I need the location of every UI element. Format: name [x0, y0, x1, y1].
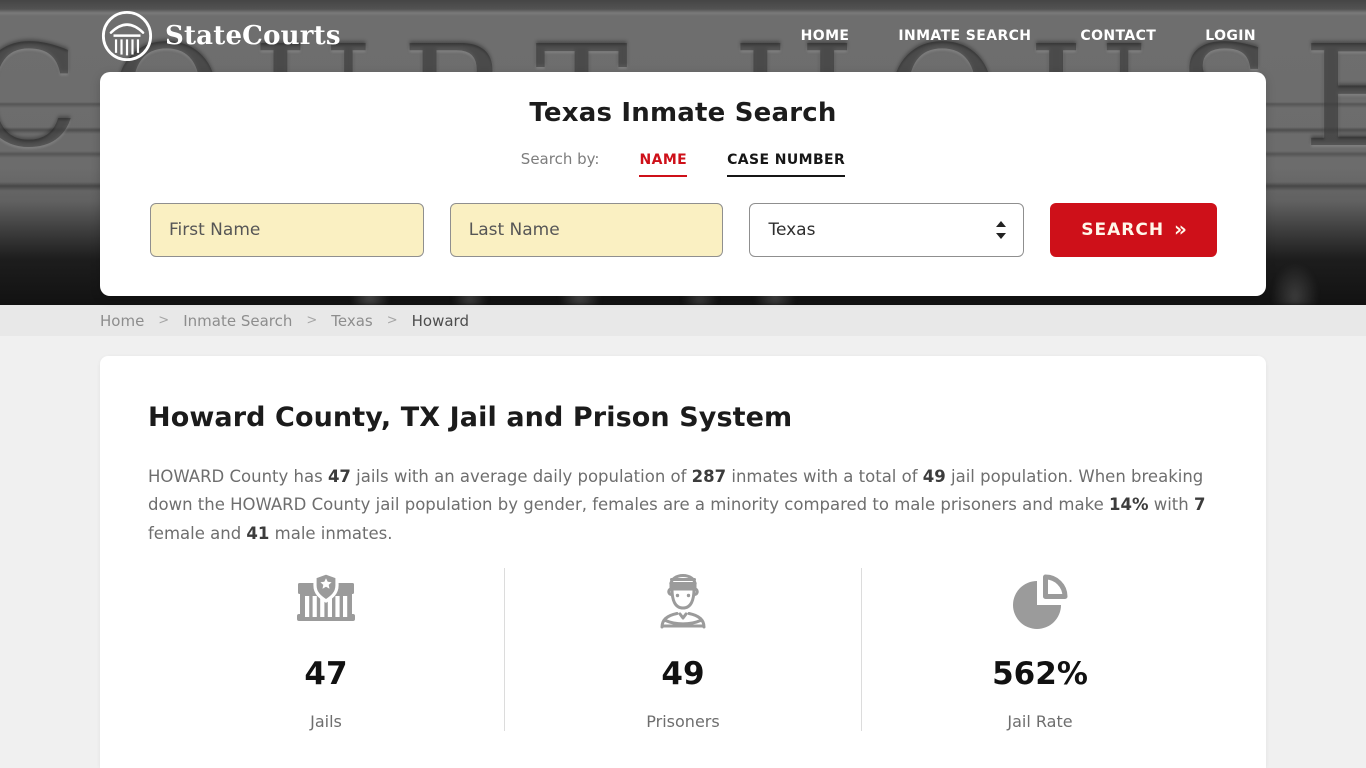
para-text: jails with an average daily population o…: [350, 467, 692, 486]
courthouse-logo-icon: [101, 10, 153, 62]
female-percent-inline: 14%: [1108, 495, 1149, 515]
jail-rate-value: 562%: [992, 656, 1088, 693]
inmate-search-card: Texas Inmate Search Search by: NAME CASE…: [100, 72, 1266, 296]
prisoner-icon: [660, 574, 706, 629]
nav-contact[interactable]: CONTACT: [1080, 28, 1157, 44]
state-select[interactable]: Texas: [749, 203, 1025, 257]
pie-chart-icon: [1013, 574, 1068, 630]
nav-login[interactable]: LOGIN: [1205, 28, 1256, 44]
jail-building-icon: [297, 571, 355, 622]
county-info-card: Howard County, TX Jail and Prison System…: [100, 356, 1266, 768]
state-select-value: Texas: [768, 220, 816, 240]
search-by-row: Search by: NAME CASE NUMBER: [100, 150, 1266, 177]
search-button-label: SEARCH: [1081, 220, 1165, 240]
search-by-label: Search by:: [520, 150, 600, 168]
search-button[interactable]: SEARCH »: [1050, 203, 1218, 257]
breadcrumb-current-howard: Howard: [411, 311, 469, 330]
male-count-inline: 41: [246, 523, 270, 543]
jails-label: Jails: [310, 712, 342, 732]
tab-case-number[interactable]: CASE NUMBER: [727, 152, 846, 177]
page-title: Howard County, TX Jail and Prison System: [148, 402, 793, 433]
nav-home[interactable]: HOME: [800, 28, 850, 44]
stat-prisoners: 49 Prisoners: [504, 568, 861, 732]
nav-inmate-search[interactable]: INMATE SEARCH: [898, 28, 1032, 44]
daily-population-inline: 287: [691, 467, 727, 486]
jail-population-inline: 49: [922, 467, 946, 486]
breadcrumb: Home > Inmate Search > Texas > Howard: [100, 312, 469, 330]
last-name-input[interactable]: [449, 203, 724, 257]
prisoners-label: Prisoners: [646, 712, 720, 732]
jail-rate-label: Jail Rate: [1007, 712, 1073, 732]
para-text: HOWARD County has: [148, 467, 328, 486]
statecourts-logo[interactable]: StateCourts: [100, 9, 341, 63]
stat-jail-rate: 562% Jail Rate: [861, 568, 1218, 732]
breadcrumb-inmate-search[interactable]: Inmate Search: [183, 311, 293, 330]
breadcrumb-bar: Home > Inmate Search > Texas > Howard: [0, 305, 1366, 336]
tab-name[interactable]: NAME: [639, 152, 688, 177]
main-nav: HOME INMATE SEARCH CONTACT LOGIN: [801, 28, 1256, 44]
county-stats-row: 47 Jails: [148, 568, 1218, 732]
first-name-input[interactable]: [150, 203, 424, 257]
stat-jails: 47 Jails: [148, 568, 504, 731]
search-form: Texas SEARCH »: [150, 203, 1218, 257]
prisoners-count: 49: [661, 656, 705, 693]
brand-name: StateCourts: [165, 21, 341, 51]
double-chevron-right-icon: »: [1174, 217, 1187, 241]
jail-count-inline: 47: [327, 467, 351, 486]
breadcrumb-home[interactable]: Home: [100, 311, 145, 330]
female-count-inline: 7: [1193, 495, 1206, 515]
breadcrumb-separator-icon: >: [158, 313, 170, 328]
para-text: inmates with a total of: [726, 467, 923, 486]
county-summary-paragraph: HOWARD County has 47 jails with an avera…: [148, 463, 1218, 548]
breadcrumb-texas[interactable]: Texas: [331, 311, 373, 330]
breadcrumb-separator-icon: >: [386, 313, 398, 328]
para-text: with: [1148, 495, 1194, 515]
site-header: StateCourts HOME INMATE SEARCH CONTACT L…: [0, 0, 1366, 72]
para-text: jail population. When breaking down the …: [148, 467, 1204, 515]
search-card-title: Texas Inmate Search: [529, 98, 837, 128]
para-text: male inmates.: [269, 523, 393, 543]
breadcrumb-separator-icon: >: [306, 313, 318, 328]
select-updown-chevron-icon: [996, 221, 1007, 239]
jails-count: 47: [304, 656, 348, 693]
para-text: female and: [148, 523, 247, 543]
